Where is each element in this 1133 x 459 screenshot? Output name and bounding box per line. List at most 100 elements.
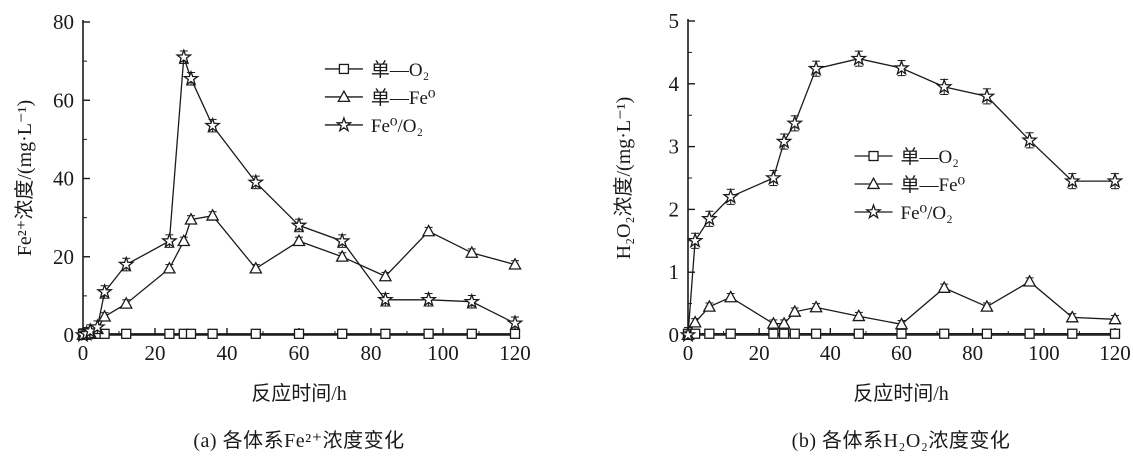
star-marker: [506, 314, 524, 331]
x-axis-label-b: 反应时间/h: [853, 382, 949, 405]
star-marker: [679, 326, 697, 343]
series-star: [74, 48, 524, 343]
x-tick-label: 0: [78, 341, 89, 365]
square-marker: [250, 328, 261, 339]
x-tick-label: 100: [427, 341, 459, 365]
square-marker: [121, 328, 132, 339]
triangle-marker: [119, 296, 133, 309]
square-marker: [768, 328, 779, 339]
panel-a-series-area: 0 20 40 60 80 0 20 40 60 80 100 120 单—O₂ 单—Fe⁰ Fe⁰/O₂: [53, 10, 531, 365]
triangle-marker: [184, 212, 198, 225]
triangle-marker: [724, 290, 738, 303]
square-marker: [337, 328, 348, 339]
x-tick-label: 20: [145, 341, 166, 365]
square-marker: [853, 328, 864, 339]
star-marker: [333, 232, 351, 249]
x-tick-label: 40: [217, 341, 238, 365]
y-tick-label: 0: [669, 323, 680, 347]
triangle-marker: [465, 245, 479, 258]
triangle-marker: [97, 309, 112, 322]
square-marker: [1109, 328, 1121, 339]
star-marker: [117, 255, 135, 272]
star-marker: [764, 169, 782, 186]
triangle-marker: [688, 315, 702, 328]
square-marker: [868, 150, 879, 162]
square-marker: [164, 328, 175, 339]
triangle-marker: [852, 309, 866, 322]
caption-panel-b: (b) 各体系H₂O₂浓度变化: [791, 430, 1011, 452]
series-star: [679, 49, 1124, 343]
y-tick-label: 3: [669, 135, 680, 159]
legend: 单—O₂ 单—Fe⁰ Fe⁰/O₂: [324, 59, 436, 137]
square-marker: [896, 328, 907, 339]
square-marker: [810, 328, 822, 339]
triangle-marker: [1108, 312, 1122, 325]
triangle-marker: [894, 317, 909, 330]
star-marker: [290, 216, 308, 233]
x-tick-label: 120: [1099, 341, 1131, 365]
star-marker: [850, 49, 868, 66]
star-marker: [1106, 172, 1124, 189]
x-tick-label: 20: [749, 341, 770, 365]
star-marker: [420, 290, 438, 308]
star-marker: [722, 187, 740, 205]
y-tick-label: 60: [53, 88, 74, 112]
series-square: [682, 328, 1121, 339]
square-marker: [1067, 328, 1078, 339]
series-line-triangle: [82, 214, 516, 336]
triangle-marker: [249, 261, 263, 274]
star-marker: [182, 69, 200, 86]
square-marker: [466, 328, 477, 339]
y-tick-label: 2: [669, 197, 680, 221]
triangle-marker: [292, 233, 306, 247]
legend-label: Fe⁰/O₂: [371, 116, 423, 137]
triangle-marker: [177, 233, 191, 247]
square-marker: [1024, 328, 1035, 339]
y-tick-label: 4: [669, 72, 680, 96]
star-marker: [892, 59, 911, 76]
triangle-marker: [937, 280, 951, 293]
y-axis-label-b: H₂O₂浓度/(mg·L⁻¹): [612, 97, 635, 260]
caption-panel-a: (a) 各体系Fe²⁺浓度变化: [193, 430, 405, 452]
triangle-marker: [766, 316, 781, 329]
star-marker: [88, 318, 106, 335]
square-marker: [981, 328, 993, 339]
star-marker: [775, 132, 793, 149]
triangle-marker: [866, 176, 881, 190]
triangle-marker: [788, 304, 802, 317]
square-marker: [293, 328, 305, 339]
legend: 单—O₂ 单—Fe⁰ Fe⁰/O₂: [854, 146, 966, 224]
square-marker: [338, 63, 350, 75]
legend-label: 单—O₂: [901, 146, 959, 168]
square-marker: [704, 328, 715, 339]
star-marker: [175, 48, 193, 65]
y-tick-label: 5: [669, 9, 680, 33]
star-marker: [1021, 131, 1039, 148]
triangle-marker: [702, 299, 717, 312]
square-marker: [509, 328, 521, 339]
x-axis-label-a: 反应时间/h: [251, 382, 347, 405]
star-marker: [204, 116, 222, 133]
x-tick-label: 80: [361, 341, 382, 365]
series-triangle: [681, 274, 1122, 341]
triangle-marker: [162, 261, 177, 274]
series-square: [77, 328, 521, 339]
square-marker: [789, 328, 800, 339]
star-marker: [978, 87, 996, 104]
triangle-marker: [421, 224, 436, 237]
star-marker: [376, 290, 394, 308]
triangle-marker: [1065, 310, 1079, 323]
axes: 0 1 2 3 4 5 0 20 40 60 80 100 120: [669, 9, 1131, 365]
y-tick-label: 0: [64, 323, 75, 347]
axes: 0 20 40 60 80 0 20 40 60 80 100 120: [53, 10, 531, 365]
series-line-star: [687, 58, 1115, 336]
triangle-marker: [337, 89, 351, 102]
legend-label: 单—Fe⁰: [901, 174, 966, 196]
star-marker: [1063, 172, 1081, 189]
x-tick-label: 0: [683, 341, 694, 365]
triangle-marker: [777, 316, 791, 329]
legend-label: 单—O₂: [371, 59, 429, 81]
star-marker: [96, 282, 114, 300]
star-marker: [160, 232, 178, 249]
